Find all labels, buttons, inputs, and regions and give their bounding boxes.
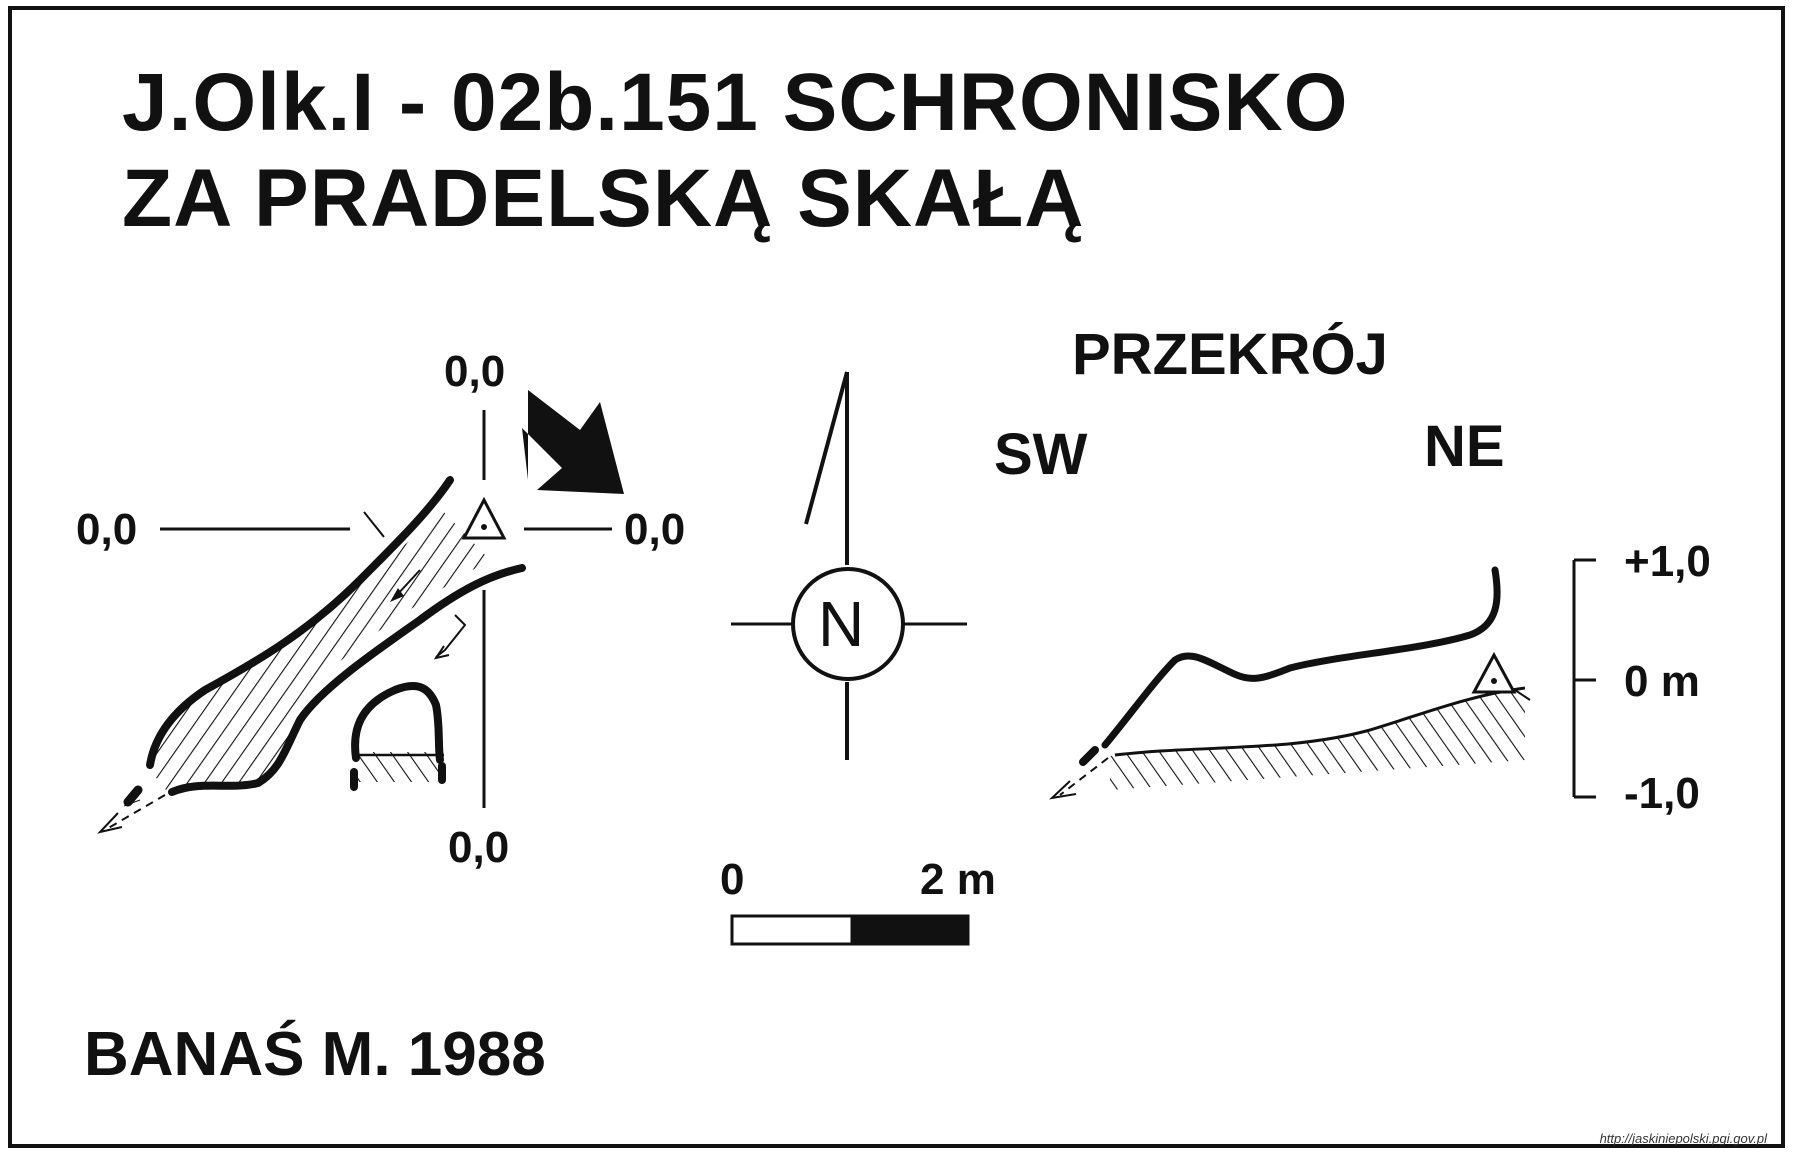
plan-axis-label-bottom: 0,0 [448, 823, 510, 872]
outer-border [8, 6, 1785, 1148]
chamber-wall [351, 682, 444, 764]
plan-axis-label-right: 0,0 [624, 505, 686, 554]
section-station-triangle [1471, 651, 1517, 694]
compass-circle [791, 567, 905, 681]
section-title: PRZEKRÓJ [1072, 322, 1388, 387]
passage-wall-upper [146, 476, 454, 769]
section-dash [1079, 746, 1099, 766]
section-direction-ne: NE [1424, 414, 1505, 479]
axis-tick-left [363, 511, 385, 538]
compass [731, 371, 967, 760]
compass-needle [804, 371, 849, 525]
passage-dash-1 [123, 785, 143, 807]
elevation-label-bottom: -1,0 [1624, 769, 1700, 818]
plan-axis-label-left: 0,0 [76, 505, 138, 554]
section-floor-end [1514, 689, 1531, 701]
section-ceiling [1101, 566, 1501, 749]
section-arrowhead [1048, 780, 1077, 800]
plan-view [97, 390, 624, 834]
plan-axis-label-top: 0,0 [444, 347, 506, 396]
title-line-2: ZA PRADELSKĄ SKAŁĄ [122, 153, 1085, 244]
section-station-dot [1491, 678, 1497, 684]
elevation-label-top: +1,0 [1624, 537, 1711, 586]
slope-arrowhead [390, 588, 404, 602]
survey-station-dot [481, 524, 487, 530]
passage-dash-2 [123, 799, 141, 807]
section-direction-sw: SW [994, 422, 1088, 487]
compass-north-label: N [818, 588, 865, 660]
scale-bar-label-start: 0 [720, 855, 745, 904]
small-arrow [435, 614, 467, 658]
author-credit: BANAŚ M. 1988 [84, 1020, 546, 1089]
title-line-1: J.Olk.I - 02b.151 SCHRONISKO [122, 57, 1349, 148]
section-continuation-arrow [1059, 757, 1109, 796]
scale-bar-white [730, 914, 854, 946]
elevation-label-mid: 0 m [1624, 657, 1700, 706]
chamber-floor-hatch [356, 752, 442, 782]
source-url[interactable]: http://jaskiniepolski.pgi.gov.pl [1599, 1131, 1767, 1146]
scale-bar-label-end: 2 m [920, 855, 996, 904]
passage-continuation-arrow [104, 794, 166, 831]
section-floor-line [1114, 686, 1526, 757]
entrance-arrow-icon [522, 390, 624, 494]
arrowhead-sw [97, 812, 123, 834]
scale-bar-black [850, 914, 970, 946]
passage-wall-lower [168, 564, 526, 796]
section-view [1048, 558, 1596, 800]
scale-bar [730, 914, 970, 946]
survey-station-triangle [461, 496, 507, 540]
small-arrowhead [433, 645, 450, 660]
